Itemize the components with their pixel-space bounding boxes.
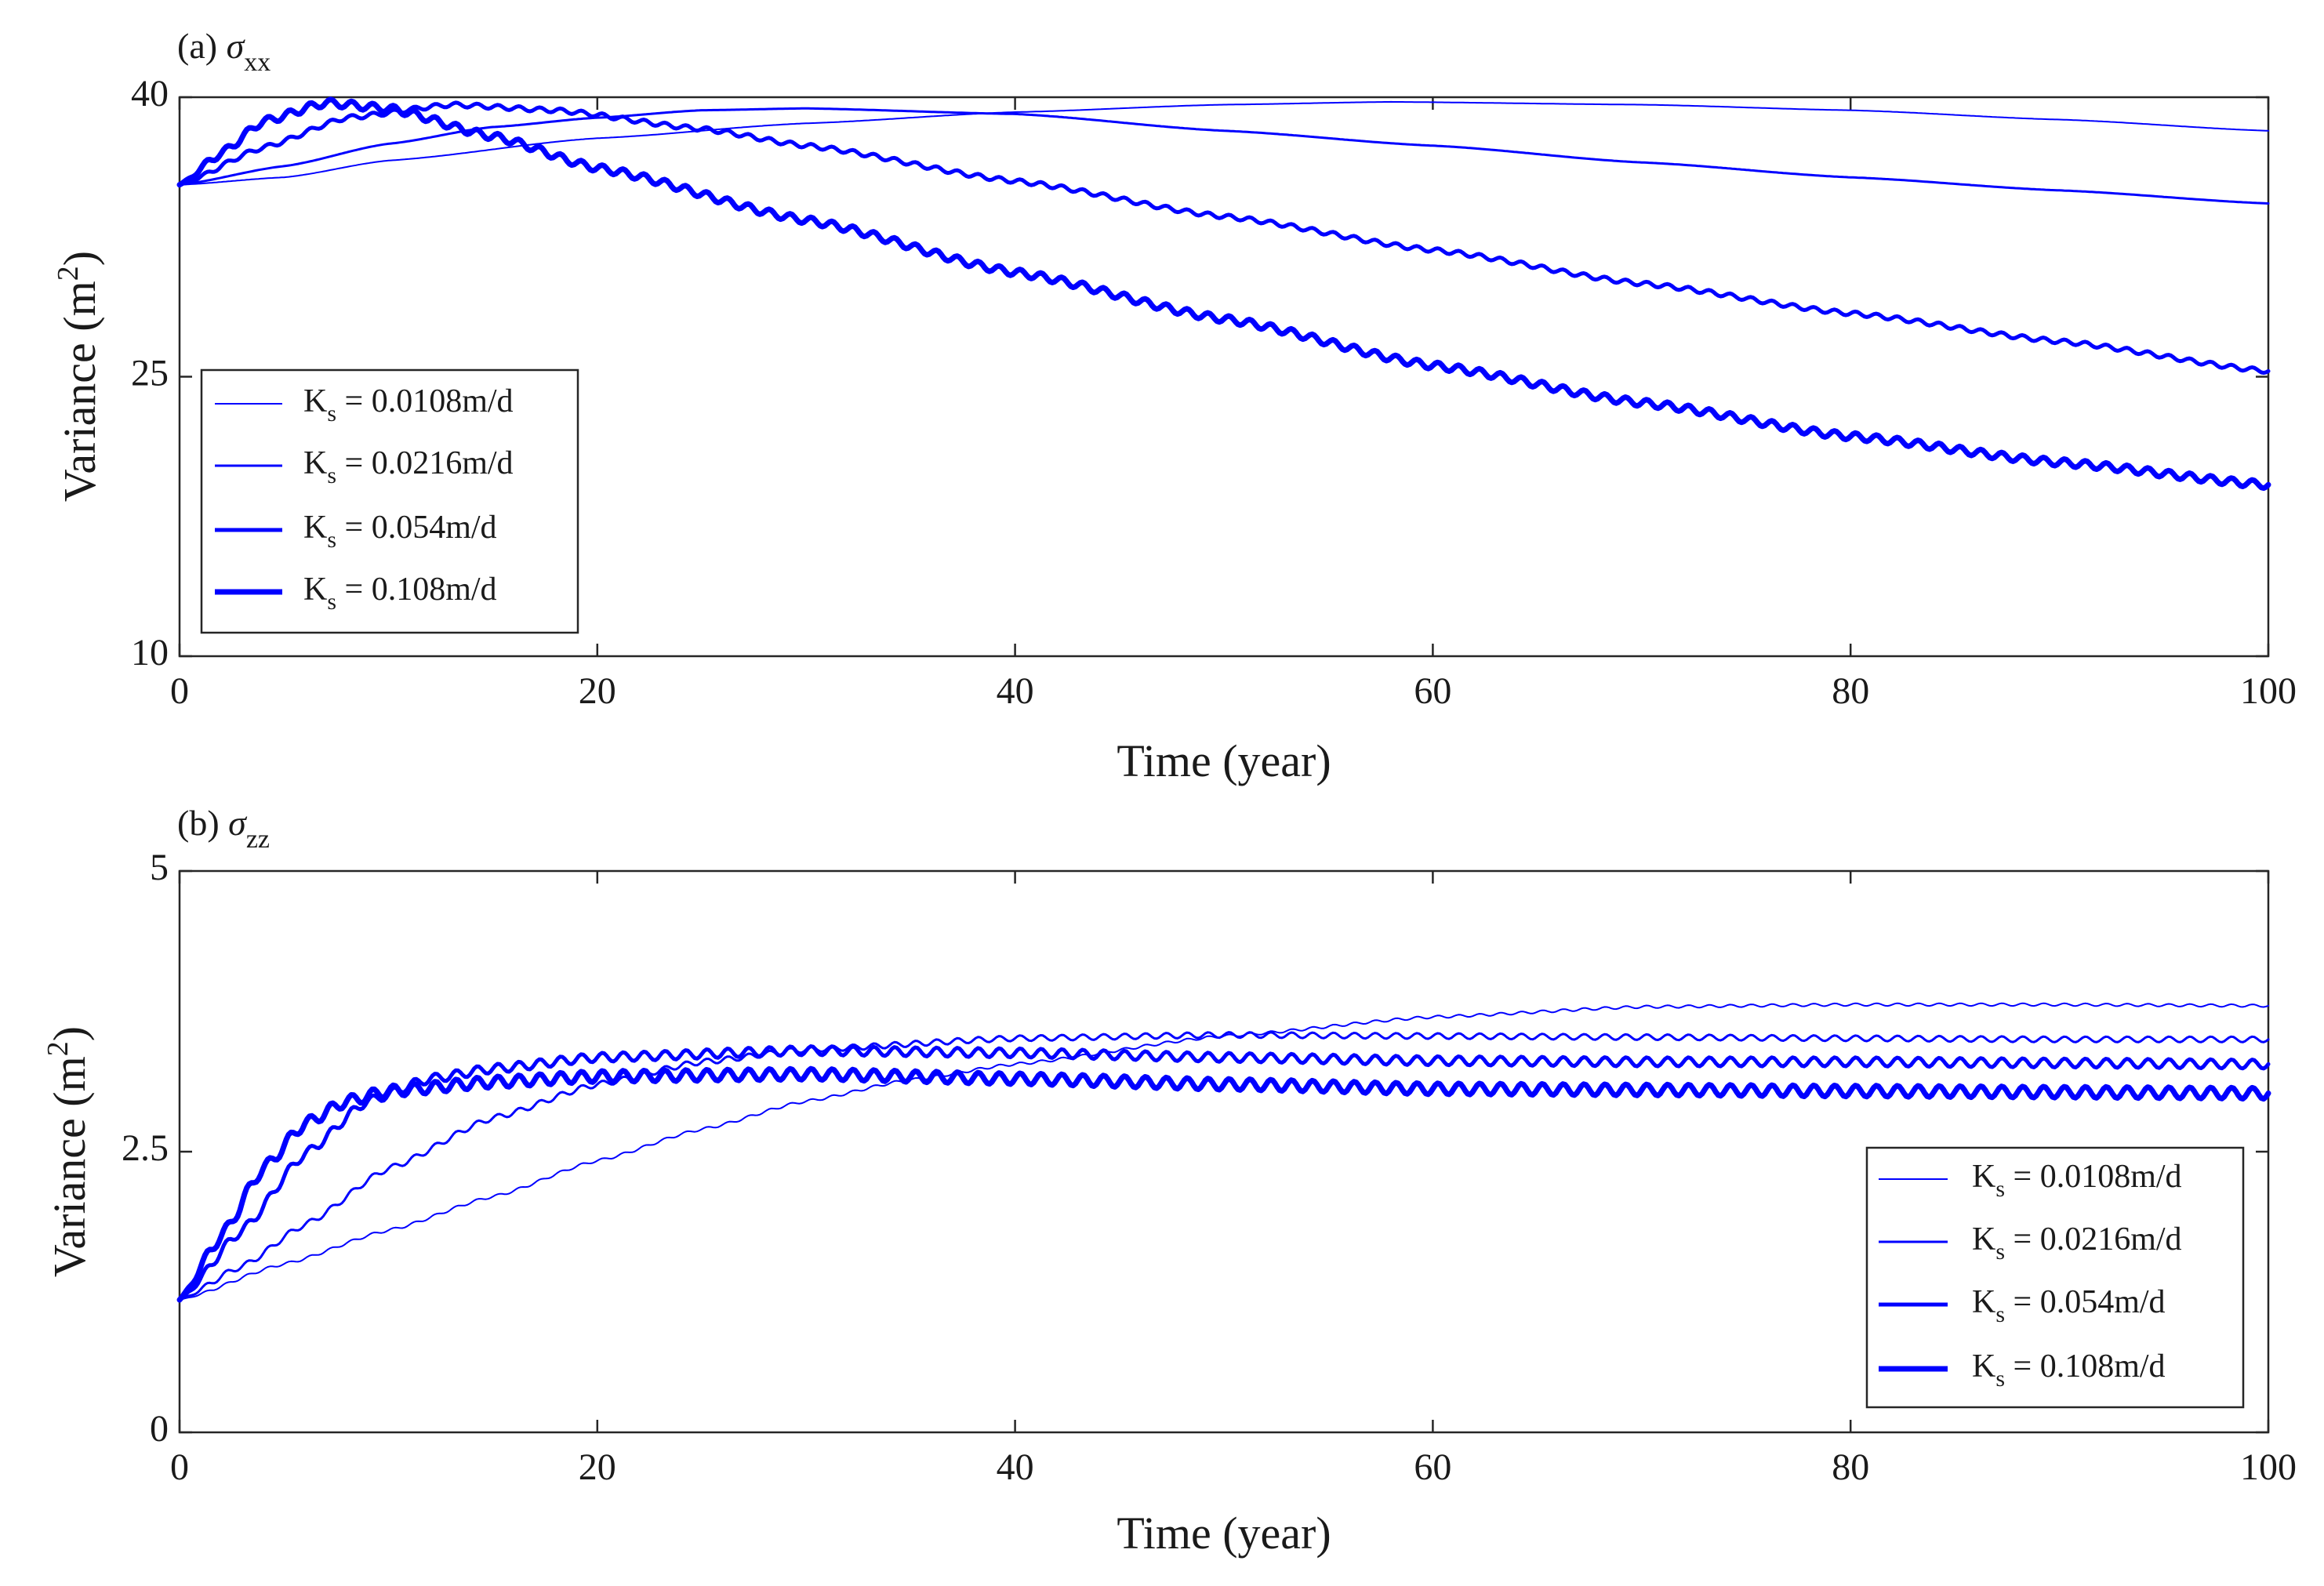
x-tick-label: 60: [1414, 1446, 1451, 1488]
series-line-3: [177, 100, 2271, 376]
panel-a-x-axis-label: Time (year): [1117, 735, 1331, 786]
x-tick-label: 80: [1832, 1446, 1869, 1488]
legend-label: Ks = 0.0108m/d: [1972, 1159, 2182, 1202]
legend-label: Ks = 0.0216m/d: [1972, 1221, 2182, 1265]
x-tick-label: 100: [2240, 670, 2297, 712]
y-tick-label: 10: [131, 632, 169, 673]
legend-entry-ks-0.108: Ks = 0.108m/d: [215, 572, 497, 615]
legend-entry-ks-0.054: Ks = 0.054m/d: [1879, 1284, 2166, 1327]
panel-b-x-axis-label: Time (year): [1117, 1508, 1331, 1559]
x-tick-label: 40: [997, 1446, 1034, 1488]
legend-label: Ks = 0.108m/d: [303, 572, 497, 615]
series-line-1: [179, 100, 2269, 186]
legend-label: Ks = 0.054m/d: [303, 510, 497, 553]
y-tick-label: 2.5: [122, 1127, 169, 1169]
panel-b-plot-frame: [178, 869, 2270, 1434]
x-tick-label: 100: [2240, 1446, 2297, 1488]
legend-entry-ks-0.0108: Ks = 0.0108m/d: [1879, 1159, 2182, 1202]
x-tick-label: 60: [1414, 670, 1451, 712]
legend-entry-ks-0.0216: Ks = 0.0216m/d: [215, 445, 514, 488]
panel-a-ticks: 0 20 40 60 80 100 10 25 40: [131, 73, 2297, 712]
y-tick-label: 25: [131, 353, 169, 394]
series-line-2: [178, 107, 2270, 205]
x-tick-label: 0: [170, 670, 189, 712]
panel-a-plot-frame: [178, 96, 2270, 658]
panel-b-y-axis-label: Variance (m2): [42, 1026, 95, 1277]
panel-a: (a) σxx 0 20 40 60 80 100 10 25 40 Time (year) V…: [52, 26, 2297, 786]
x-tick-label: 20: [579, 670, 616, 712]
x-tick-label: 40: [997, 670, 1034, 712]
panel-b-series: [176, 1002, 2271, 1303]
panel-b-ticks: 0 20 40 60 80 100 0 2.5 5: [122, 847, 2297, 1488]
legend-entry-ks-0.108: Ks = 0.108m/d: [1879, 1348, 2166, 1392]
legend-box: [200, 368, 579, 634]
panel-b-legend: Ks = 0.0108m/d Ks = 0.0216m/d Ks = 0.054…: [1865, 1146, 2245, 1409]
y-tick-label: 40: [131, 73, 169, 114]
panel-a-legend: Ks = 0.0108m/d Ks = 0.0216m/d Ks = 0.054…: [200, 368, 579, 634]
panel-b: (b) σzz 0 20 40 60 80 100 0 2.5 5 Time (year) Va…: [42, 803, 2297, 1559]
y-tick-label: 5: [150, 847, 169, 888]
legend-label: Ks = 0.108m/d: [1972, 1348, 2166, 1392]
legend-label: Ks = 0.0108m/d: [303, 383, 514, 426]
legend-entry-ks-0.0108: Ks = 0.0108m/d: [215, 383, 514, 426]
panel-a-series: [176, 96, 2271, 492]
x-tick-label: 80: [1832, 670, 1869, 712]
series-line-3: [177, 1044, 2271, 1302]
series-line-4: [176, 1065, 2271, 1303]
y-tick-label: 0: [150, 1408, 169, 1450]
x-tick-label: 0: [170, 1446, 189, 1488]
legend-entry-ks-0.054: Ks = 0.054m/d: [215, 510, 497, 553]
series-line-4: [176, 96, 2271, 492]
legend-box: [1865, 1146, 2245, 1409]
panel-a-title: (a) σxx: [177, 26, 271, 77]
x-tick-label: 20: [579, 1446, 616, 1488]
legend-label: Ks = 0.0216m/d: [303, 445, 514, 488]
panel-b-title: (b) σzz: [177, 803, 270, 854]
legend-entry-ks-0.0216: Ks = 0.0216m/d: [1879, 1221, 2182, 1265]
series-line-2: [178, 1031, 2270, 1301]
legend-label: Ks = 0.054m/d: [1972, 1284, 2166, 1327]
panel-a-y-axis-label: Variance (m2): [52, 251, 105, 502]
